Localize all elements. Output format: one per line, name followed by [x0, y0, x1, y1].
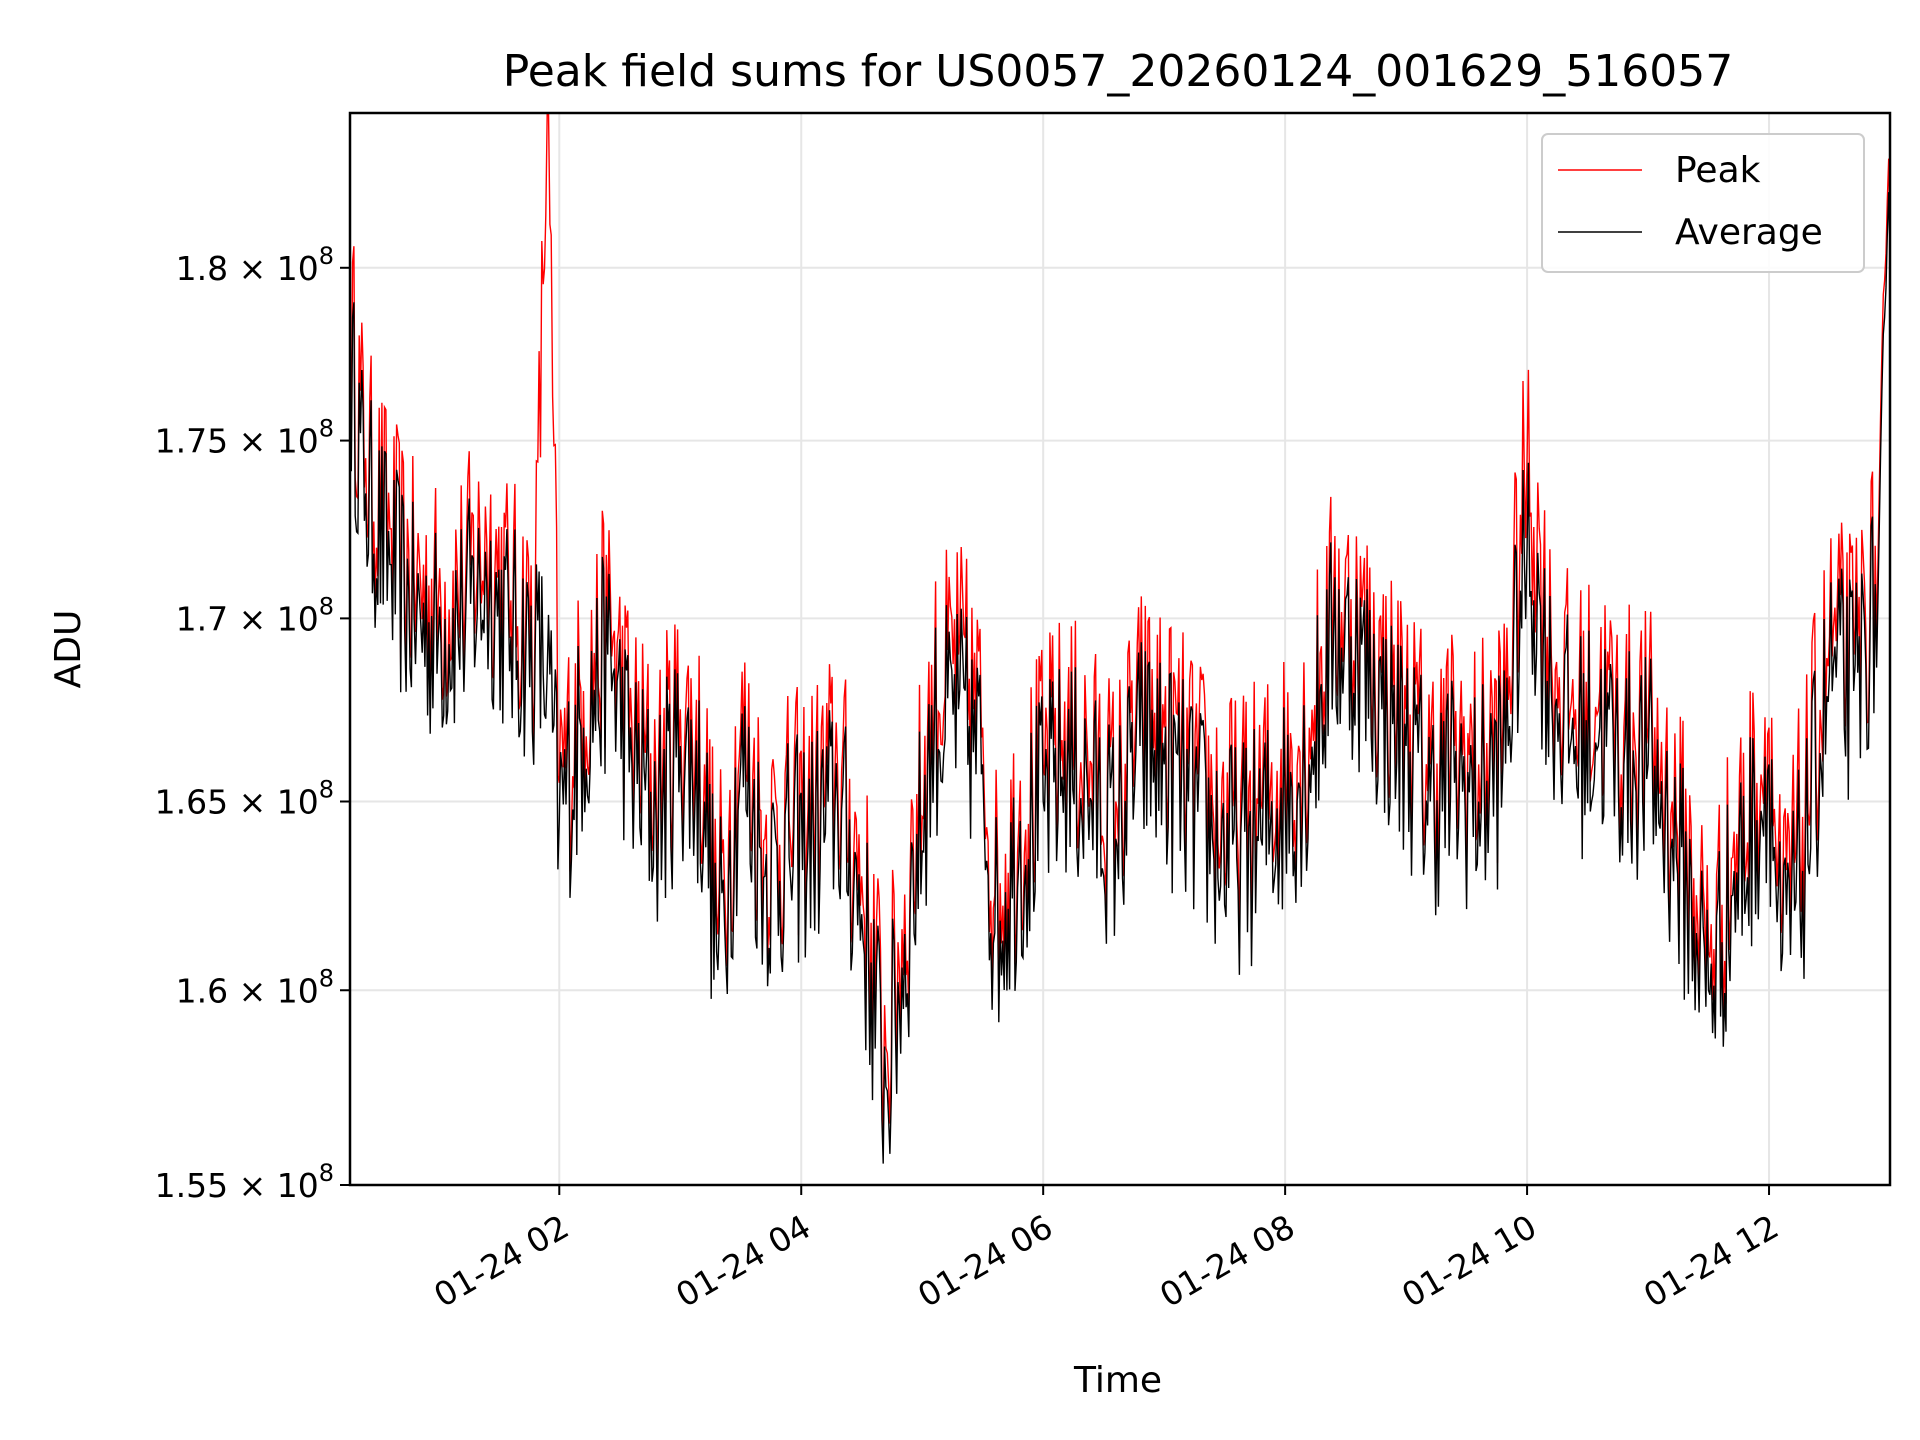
chart-title: Peak field sums for US0057_20260124_0016…	[503, 46, 1733, 97]
legend-box	[1541, 133, 1865, 273]
y-axis-label: ADU	[48, 610, 89, 689]
y-tick-label: 1.7 × 108	[176, 592, 334, 638]
y-tick-label: 1.65 × 108	[155, 776, 334, 822]
y-tick-label: 1.6 × 108	[176, 964, 334, 1010]
legend: Peak Average	[1541, 133, 1865, 273]
y-axis: 1.55 × 108 1.6 × 108 1.65 × 108 1.7 × 108 1.…	[155, 242, 350, 1205]
y-tick-label: 1.8 × 108	[176, 242, 334, 288]
legend-average-label: Average	[1675, 212, 1823, 253]
grid	[350, 113, 1890, 1186]
average-series-line	[350, 192, 1890, 1164]
plot-frame	[348, 111, 1892, 1187]
legend-peak-label: Peak	[1675, 150, 1761, 191]
plot-lines	[350, 113, 1890, 1164]
y-tick-label: 1.75 × 108	[155, 415, 334, 461]
peak-series-line	[350, 113, 1890, 1134]
y-tick-label: 1.55 × 108	[155, 1159, 334, 1205]
x-axis-label: Time	[1073, 1360, 1162, 1401]
